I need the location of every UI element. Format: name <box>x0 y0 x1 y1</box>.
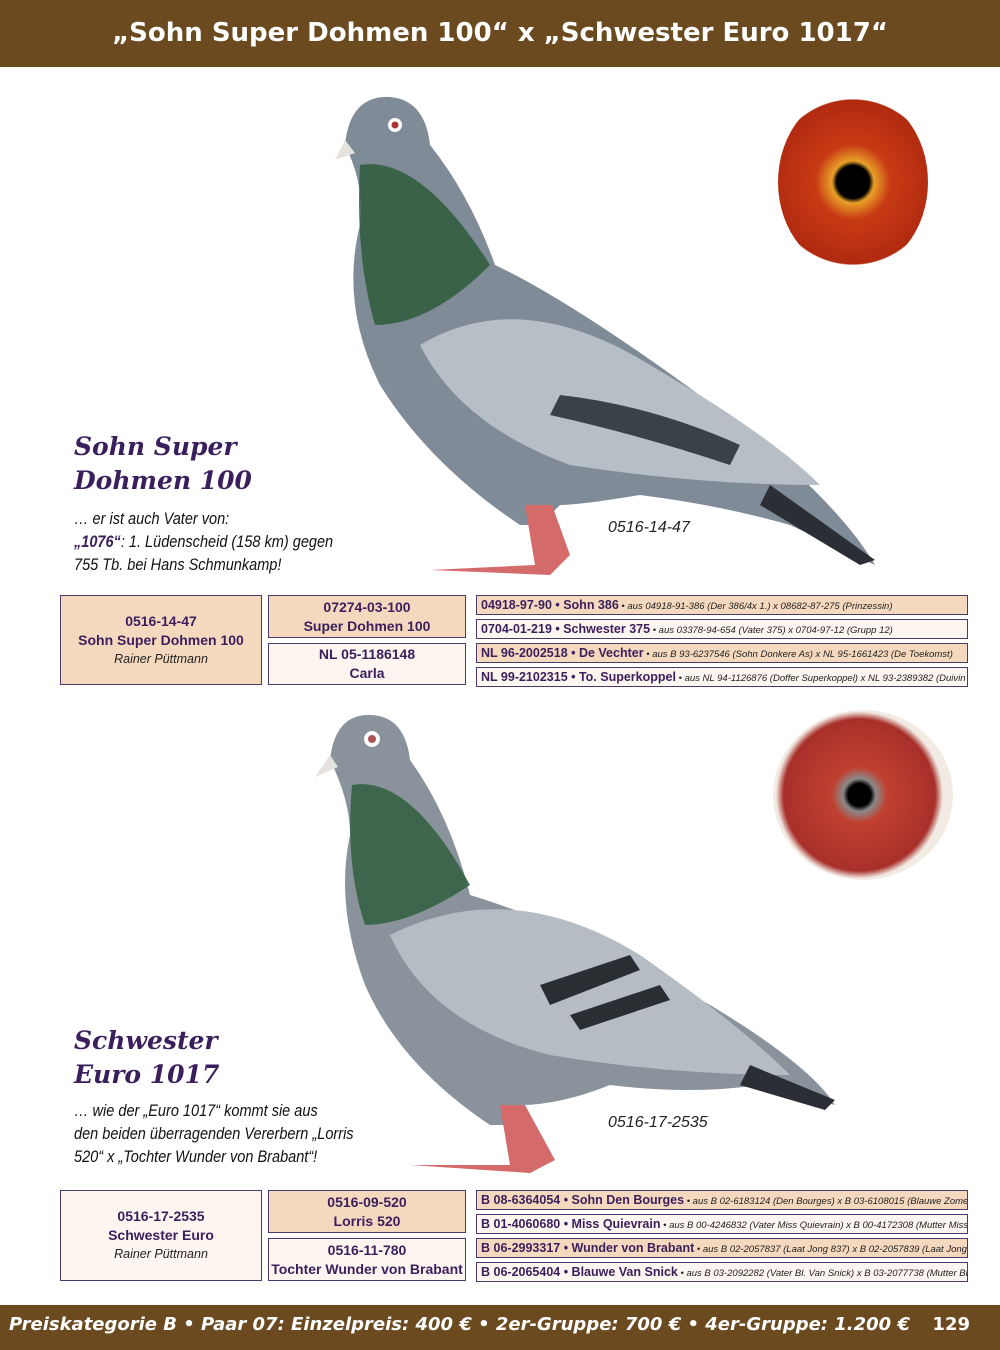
pigeon-name-1: Sohn Super Dohmen 100 <box>74 430 252 498</box>
eye-photo-2 <box>773 710 953 880</box>
subject-name: Schwester Euro <box>108 1227 214 1243</box>
highlight-text: „1076“ <box>74 533 121 551</box>
gp-main: NL 99-2102315 • To. Superkoppel <box>481 670 676 684</box>
parent-ring: 0516-09-520 <box>327 1193 407 1210</box>
desc-line: : 1. Lüdenscheid (158 km) gegen <box>120 533 334 551</box>
grandparent-row: 0704-01-219 • Schwester 375 • aus 03378-… <box>476 619 968 639</box>
gp-sub: • aus B 02-6183124 (Den Bourges) x B 03-… <box>684 1196 968 1207</box>
parent-ring: NL 05-1186148 <box>318 646 416 662</box>
pigeon-photo-2 <box>315 714 835 1173</box>
gp-sub: • aus B 00-4246832 (Vater Miss Quievrain… <box>663 1220 968 1231</box>
breeder: Rainer Püttmann <box>114 651 208 666</box>
desc-line: den beiden überragenden Vererbern „Lorri… <box>74 1125 354 1143</box>
pigeon-description-2: … wie der „Euro 1017“ kommt sie aus den … <box>74 1100 364 1169</box>
pigeon-name-2: Schwester Euro 1017 <box>74 1024 219 1092</box>
ring-label-2: 0516-17-2535 <box>608 1114 708 1131</box>
gp-sub: • aus B 02-2057837 (Laat Jong 837) x B 0… <box>694 1244 968 1255</box>
breeder: Rainer Püttmann <box>114 1247 208 1261</box>
gp-main: B 06-2065404 • Blauwe Van Snick <box>481 1265 678 1279</box>
gp-sub: • aus B 03-2092282 (Vater Bl. Van Snick)… <box>680 1268 968 1279</box>
parent-name: Super Dohmen 100 <box>303 617 431 634</box>
pedigree-subject-2: 0516-17-2535 Schwester Euro Rainer Püttm… <box>60 1190 262 1281</box>
pedigree-sire-1: 07274-03-100 Super Dohmen 100 <box>268 595 466 638</box>
page-number: 129 <box>932 1314 970 1335</box>
pedigree-sire-2: 0516-09-520 Lorris 520 <box>268 1190 466 1233</box>
desc-line: 520“ x „Tochter Wunder von Brabant“! <box>74 1148 318 1166</box>
grandparent-row: B 06-2993317 • Wunder von Brabant • aus … <box>476 1238 968 1258</box>
pedigree-dam-2: 0516-11-780 Tochter Wunder von Brabant <box>268 1238 466 1281</box>
gp-sub: • aus 04918-91-386 (Der 386/4x 1.) x 086… <box>618 601 893 612</box>
grandparent-row: B 08-6364054 • Sohn Den Bourges • aus B … <box>476 1190 968 1210</box>
name-line: Euro 1017 <box>74 1060 220 1089</box>
grandparent-row: NL 96-2002518 • De Vechter • aus B 93-62… <box>476 643 968 663</box>
ring-label-1: 0516-14-47 <box>608 519 690 536</box>
gp-main: B 01-4060680 • Miss Quievrain <box>481 1217 661 1231</box>
desc-line: … er ist auch Vater von: <box>74 510 230 528</box>
parent-name: Tochter Wunder von Brabant <box>271 1260 463 1277</box>
gp-sub: • aus 03378-94-654 (Vater 375) x 0704-97… <box>650 625 893 636</box>
page-header: „Sohn Super Dohmen 100“ x „Schwester Eur… <box>0 0 1000 67</box>
gp-sub: • aus B 93-6237546 (Sohn Donkere As) x N… <box>643 649 953 660</box>
parent-name: Carla <box>349 665 385 681</box>
gp-main: B 08-6364054 • Sohn Den Bourges <box>481 1193 685 1207</box>
pedigree-subject-1: 0516-14-47 Sohn Super Dohmen 100 Rainer … <box>60 595 262 685</box>
subject-ring: 0516-17-2535 <box>117 1208 205 1224</box>
parent-ring: 0516-11-780 <box>327 1241 407 1258</box>
subject-ring: 0516-14-47 <box>125 612 197 629</box>
pigeon-description-1: … er ist auch Vater von: „1076“: 1. Lüde… <box>74 508 364 577</box>
desc-line: 755 Tb. bei Hans Schmunkamp! <box>74 556 282 574</box>
parent-ring: 07274-03-100 <box>323 598 411 615</box>
gp-main: B 06-2993317 • Wunder von Brabant <box>481 1241 695 1255</box>
gp-main: 04918-97-90 • Sohn 386 <box>481 598 619 612</box>
price-info: Preiskategorie B • Paar 07: Einzelpreis:… <box>8 1314 910 1335</box>
grandparent-row: 04918-97-90 • Sohn 386 • aus 04918-91-38… <box>476 595 968 615</box>
page-footer: Preiskategorie B • Paar 07: Einzelpreis:… <box>0 1305 1000 1350</box>
pigeon-photo-1 <box>335 96 875 575</box>
grandparent-row: NL 99-2102315 • To. Superkoppel • aus NL… <box>476 667 968 687</box>
grandparent-row: B 01-4060680 • Miss Quievrain • aus B 00… <box>476 1214 968 1234</box>
gp-sub: • aus NL 94-1126876 (Doffer Superkoppel)… <box>678 673 967 684</box>
grandparent-row: B 06-2065404 • Blauwe Van Snick • aus B … <box>476 1262 968 1282</box>
pedigree-dam-1: NL 05-1186148 Carla <box>268 643 466 685</box>
parent-name: Lorris 520 <box>333 1212 401 1229</box>
name-line: Schwester <box>74 1026 218 1055</box>
gp-main: NL 96-2002518 • De Vechter <box>481 646 644 660</box>
name-line: Dohmen 100 <box>74 466 252 495</box>
subject-name: Sohn Super Dohmen 100 <box>78 631 244 648</box>
eye-photo-1 <box>778 92 928 272</box>
desc-line: … wie der „Euro 1017“ kommt sie aus <box>74 1102 318 1120</box>
gp-main: 0704-01-219 • Schwester 375 <box>481 622 651 636</box>
name-line: Sohn Super <box>74 432 237 461</box>
